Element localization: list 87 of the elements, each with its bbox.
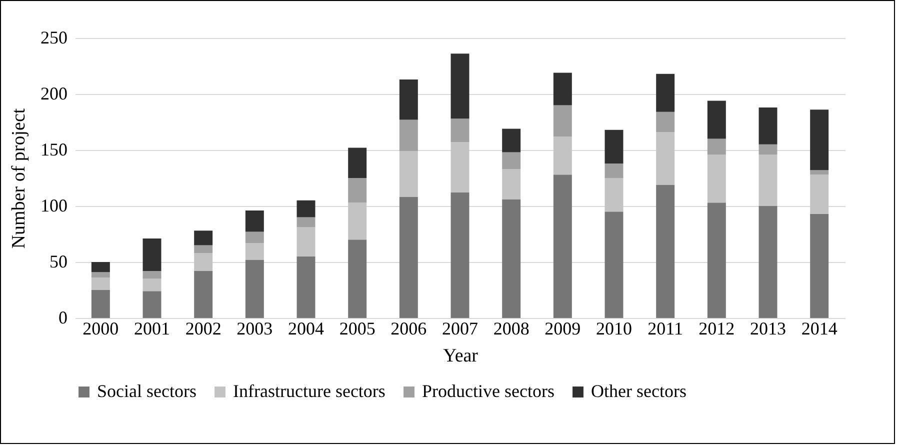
bar (604, 178, 624, 212)
bar (502, 128, 521, 152)
bar (553, 174, 572, 318)
x-tick-label: 2007 (442, 318, 478, 338)
bar (758, 144, 778, 154)
bar (194, 270, 213, 318)
bar (399, 79, 418, 120)
bar (502, 199, 521, 318)
bar (758, 107, 778, 144)
bar (502, 169, 521, 200)
bar (604, 212, 624, 318)
legend-label: Other sectors (591, 381, 686, 401)
x-tick-label: 2004 (288, 318, 324, 338)
bar (245, 210, 264, 232)
bar (194, 245, 213, 254)
bar (707, 138, 726, 154)
legend-label: Infrastructure sectors (233, 381, 386, 401)
bar (245, 260, 264, 318)
x-tick-label: 2000 (82, 318, 119, 338)
bar (707, 100, 726, 139)
x-tick-label: 2013 (750, 318, 786, 338)
bar (399, 120, 418, 152)
bar (707, 202, 726, 318)
bar (348, 202, 367, 240)
bar (348, 148, 367, 178)
bar (810, 214, 829, 318)
bar (450, 118, 470, 142)
bar (142, 270, 162, 279)
x-tick-label: 2009 (544, 318, 581, 338)
bar (348, 178, 367, 203)
bar (245, 242, 264, 260)
bar (604, 130, 624, 164)
bar (399, 197, 418, 318)
bar (450, 54, 470, 119)
bar (399, 151, 418, 198)
bar (142, 291, 162, 318)
bar (553, 105, 572, 137)
bar (142, 278, 162, 292)
legend-label: Social sectors (97, 381, 196, 401)
y-tick-label: 0 (58, 308, 68, 328)
x-tick-label: 2001 (134, 318, 170, 338)
bar (758, 154, 778, 206)
bar (656, 132, 675, 185)
bar (450, 192, 470, 318)
x-tick-label: 2012 (698, 318, 735, 338)
y-tick-label: 150 (40, 140, 68, 160)
x-axis-title: Year (442, 346, 479, 366)
bar (656, 74, 675, 112)
bar (91, 262, 110, 272)
x-tick-label: 2014 (801, 318, 838, 338)
bar (296, 256, 316, 318)
x-tick-label: 2002 (185, 318, 222, 338)
y-tick-label: 200 (40, 84, 68, 104)
bar (245, 232, 264, 243)
legend-label: Productive sectors (422, 381, 554, 401)
bar (91, 290, 110, 318)
y-axis-title: Number of project (8, 108, 30, 249)
bar (194, 253, 213, 271)
bar (656, 184, 675, 318)
bar (810, 174, 829, 214)
bar (450, 142, 470, 193)
y-tick-label: 100 (40, 196, 68, 216)
y-tick-label: 250 (40, 28, 68, 48)
bar (296, 217, 316, 228)
x-tick-label: 2010 (596, 318, 632, 338)
bar (553, 136, 572, 175)
bar (91, 278, 110, 290)
x-tick-label: 2008 (493, 318, 530, 338)
bar (810, 170, 829, 175)
bar (604, 163, 624, 178)
bar (758, 206, 778, 318)
x-tick-label: 2003 (236, 318, 273, 338)
bar (91, 272, 110, 278)
bar (194, 230, 213, 246)
bar (707, 154, 726, 203)
bar (810, 110, 829, 170)
bar (296, 227, 316, 256)
bar (656, 112, 675, 132)
bar (348, 240, 367, 318)
bar (296, 200, 316, 218)
bar (502, 152, 521, 170)
bar (142, 238, 162, 271)
x-tick-label: 2006 (390, 318, 427, 338)
bar (553, 72, 572, 106)
y-tick-label: 50 (50, 252, 68, 272)
x-tick-label: 2011 (648, 318, 684, 338)
x-tick-label: 2005 (339, 318, 376, 338)
